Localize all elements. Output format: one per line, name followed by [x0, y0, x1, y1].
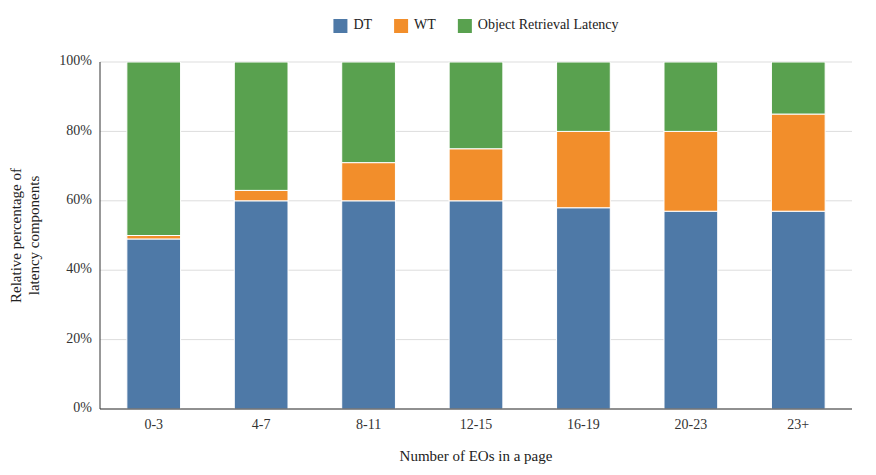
bar [342, 62, 396, 163]
x-tick-label: 4-7 [252, 417, 271, 432]
bar [557, 208, 611, 409]
x-tick-label: 8-11 [356, 417, 381, 432]
bar [127, 236, 181, 239]
y-tick-label: 0% [73, 400, 92, 415]
y-axis-line [100, 62, 101, 409]
bar [664, 211, 718, 409]
bar [342, 201, 396, 409]
bar [664, 62, 718, 131]
bar [664, 131, 718, 211]
legend-swatch [394, 19, 408, 33]
y-tick-label: 20% [66, 331, 92, 346]
bar [234, 201, 288, 409]
x-tick-label: 20-23 [675, 417, 708, 432]
legend-label: WT [414, 17, 436, 32]
chart: 0% 20% 40% 60% 80% 100% 0-3 4-7 8-11 12-15 16-19 20… [0, 0, 876, 475]
x-tick-label: 12-15 [460, 417, 493, 432]
x-tick-label: 0-3 [144, 417, 163, 432]
x-axis-line [100, 409, 852, 410]
bar [449, 201, 503, 409]
y-tick-label: 40% [66, 261, 92, 276]
x-axis-title: Number of EOs in a page [400, 448, 553, 464]
legend: DT WT Object Retrieval Latency [333, 17, 618, 33]
legend-swatch [458, 19, 472, 33]
y-axis-title-line: Relative percentage of [8, 168, 24, 303]
bar [771, 114, 825, 211]
x-tick-label: 16-19 [567, 417, 600, 432]
legend-label: DT [353, 17, 372, 32]
bar [449, 62, 503, 149]
y-tick-label: 100% [59, 53, 92, 68]
bar [771, 62, 825, 114]
y-tick-label: 80% [66, 123, 92, 138]
bar [342, 163, 396, 201]
bar [771, 211, 825, 409]
grid [100, 62, 852, 409]
y-axis-title-line: latency components [26, 176, 42, 296]
bar [234, 62, 288, 190]
x-tick-label: 23+ [787, 417, 809, 432]
y-axis-title: Relative percentage oflatency components [8, 168, 42, 303]
bar [557, 131, 611, 207]
bar [127, 239, 181, 409]
bar [127, 62, 181, 236]
grid-line [100, 409, 852, 410]
bar [234, 190, 288, 200]
bar [557, 62, 611, 131]
bar [449, 149, 503, 201]
legend-swatch [333, 19, 347, 33]
legend-label: Object Retrieval Latency [478, 17, 619, 32]
y-tick-label: 60% [66, 192, 92, 207]
bars [127, 62, 825, 409]
